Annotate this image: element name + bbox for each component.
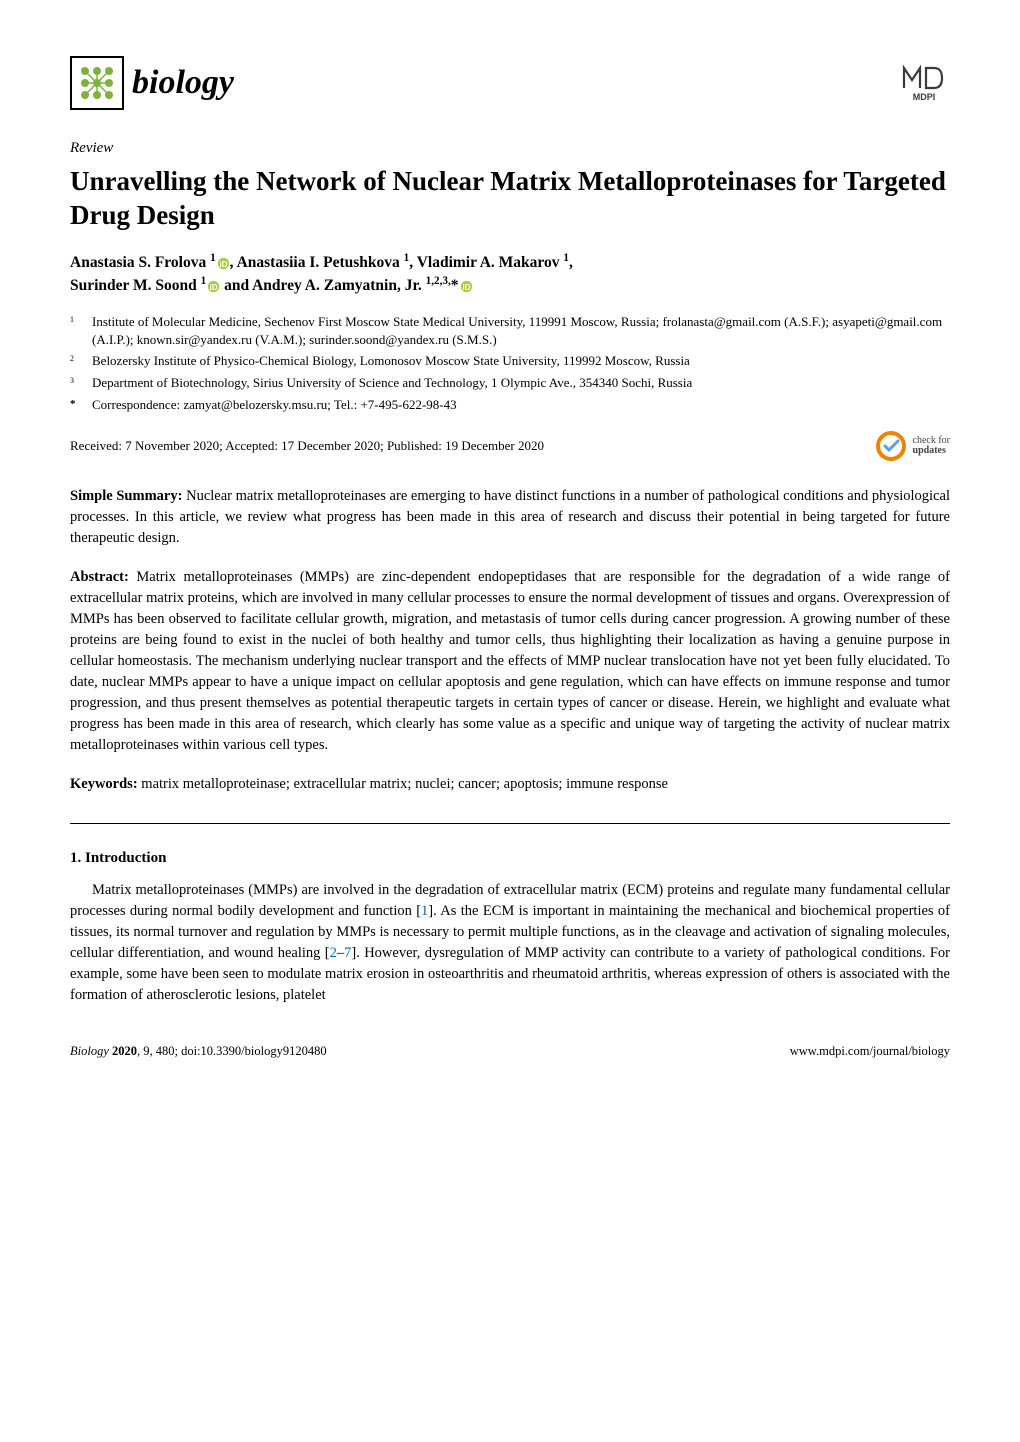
footer-journal: Biology bbox=[70, 1044, 112, 1058]
check-updates-icon bbox=[873, 428, 909, 464]
section-heading: 1. Introduction bbox=[70, 848, 950, 870]
footer-right: www.mdpi.com/journal/biology bbox=[790, 1042, 950, 1060]
orcid-icon: iD bbox=[207, 280, 220, 293]
journal-name: biology bbox=[132, 58, 234, 107]
section-divider bbox=[70, 823, 950, 824]
affil-sup: 1 bbox=[70, 315, 74, 324]
svg-text:iD: iD bbox=[210, 283, 218, 292]
keywords-text: matrix metalloproteinase; extracellular … bbox=[138, 776, 668, 792]
svg-text:iD: iD bbox=[219, 260, 227, 269]
orcid-icon: iD bbox=[217, 257, 230, 270]
page-footer: Biology 2020, 9, 480; doi:10.3390/biolog… bbox=[70, 1042, 950, 1060]
author-affil-sup: 1 bbox=[210, 252, 216, 264]
footer-doi: , 9, 480; doi:10.3390/biology9120480 bbox=[137, 1044, 327, 1058]
simple-summary-label: Simple Summary: bbox=[70, 488, 182, 504]
keywords-label: Keywords: bbox=[70, 776, 138, 792]
author-name: and Andrey A. Zamyatnin, Jr. bbox=[220, 277, 425, 294]
simple-summary-block: Simple Summary: Nuclear matrix metallopr… bbox=[70, 486, 950, 549]
check-updates-label: updates bbox=[913, 446, 950, 457]
affil-text: Belozersky Institute of Physico-Chemical… bbox=[92, 352, 950, 371]
affiliations-block: 1 Institute of Molecular Medicine, Seche… bbox=[70, 313, 950, 415]
journal-logo-block: biology bbox=[70, 56, 234, 110]
author-sep: , bbox=[569, 254, 573, 271]
authors-block: Anastasia S. Frolova 1iD, Anastasiia I. … bbox=[70, 251, 950, 297]
affiliation-row: 3 Department of Biotechnology, Sirius Un… bbox=[92, 374, 950, 393]
affiliation-row: * Correspondence: zamyat@belozersky.msu.… bbox=[92, 396, 950, 414]
footer-year: 2020 bbox=[112, 1044, 137, 1058]
footer-left: Biology 2020, 9, 480; doi:10.3390/biolog… bbox=[70, 1042, 327, 1060]
publication-dates: Received: 7 November 2020; Accepted: 17 … bbox=[70, 437, 544, 456]
affil-sup: * bbox=[70, 398, 76, 410]
affiliation-row: 2 Belozersky Institute of Physico-Chemic… bbox=[92, 352, 950, 371]
affil-text: Institute of Molecular Medicine, Secheno… bbox=[92, 313, 950, 349]
orcid-icon: iD bbox=[460, 280, 473, 293]
author-name: , Anastasiia I. Petushkova bbox=[230, 254, 404, 271]
body-paragraph: Matrix metalloproteinases (MMPs) are inv… bbox=[70, 880, 950, 1006]
affiliation-row: 1 Institute of Molecular Medicine, Seche… bbox=[92, 313, 950, 349]
article-title: Unravelling the Network of Nuclear Matri… bbox=[70, 164, 950, 233]
corresponding-star: * bbox=[451, 277, 459, 294]
affil-text: Correspondence: zamyat@belozersky.msu.ru… bbox=[92, 396, 950, 414]
author-affil-sup: 1 bbox=[201, 275, 207, 287]
dates-row: Received: 7 November 2020; Accepted: 17 … bbox=[70, 428, 950, 464]
svg-text:iD: iD bbox=[462, 283, 470, 292]
author-name: , Vladimir A. Makarov bbox=[409, 254, 563, 271]
author-name: Surinder M. Soond bbox=[70, 277, 201, 294]
biology-logo-icon bbox=[70, 56, 124, 110]
mdpi-logo-icon: MDPI bbox=[898, 56, 950, 102]
article-type: Review bbox=[70, 138, 950, 160]
citation-link[interactable]: 2 bbox=[330, 945, 337, 961]
header-bar: biology MDPI bbox=[70, 56, 950, 110]
simple-summary-text: Nuclear matrix metalloproteinases are em… bbox=[70, 488, 950, 546]
abstract-text: Matrix metalloproteinases (MMPs) are zin… bbox=[70, 569, 950, 753]
check-updates-text: check for updates bbox=[913, 436, 950, 457]
mdpi-text: MDPI bbox=[913, 92, 936, 102]
affil-sup: 2 bbox=[70, 354, 74, 363]
author-affil-sup: 1,2,3, bbox=[426, 275, 451, 287]
affil-sup: 3 bbox=[70, 376, 74, 385]
affil-text: Department of Biotechnology, Sirius Univ… bbox=[92, 374, 950, 393]
abstract-label: Abstract: bbox=[70, 569, 129, 585]
check-updates-badge[interactable]: check for updates bbox=[873, 428, 950, 464]
author-name: Anastasia S. Frolova bbox=[70, 254, 210, 271]
publisher-logo: MDPI bbox=[898, 56, 950, 102]
keywords-block: Keywords: matrix metalloproteinase; extr… bbox=[70, 774, 950, 795]
abstract-block: Abstract: Matrix metalloproteinases (MMP… bbox=[70, 567, 950, 756]
